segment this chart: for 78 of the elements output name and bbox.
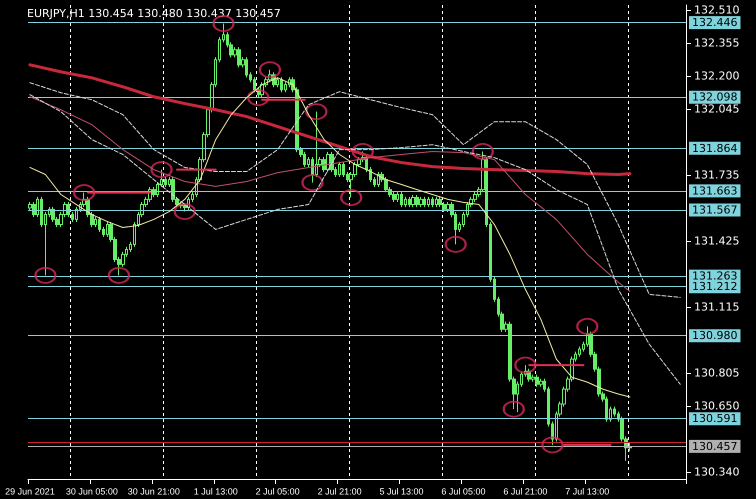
point bbox=[340, 189, 362, 206]
point bbox=[258, 61, 281, 78]
candlestick bbox=[253, 76, 256, 93]
candlestick bbox=[419, 196, 423, 208]
point bbox=[305, 103, 328, 120]
candlestick bbox=[613, 406, 616, 418]
y-tick-label: 130.340 bbox=[694, 465, 740, 478]
candlestick bbox=[442, 201, 446, 212]
point bbox=[108, 266, 130, 284]
x-tick-label: 2 Jul 05:00 bbox=[256, 486, 300, 496]
candlestick bbox=[435, 196, 438, 208]
point bbox=[472, 143, 494, 160]
point bbox=[502, 400, 525, 418]
line-series bbox=[28, 63, 632, 176]
ref-line-label: 131.864 bbox=[692, 142, 738, 155]
candlestick bbox=[75, 206, 78, 222]
candlestick bbox=[338, 161, 341, 178]
candlestick bbox=[303, 151, 306, 168]
y-tick-label: 132.355 bbox=[694, 36, 740, 50]
candlestick bbox=[400, 191, 403, 208]
candlestick bbox=[438, 196, 442, 208]
point bbox=[576, 318, 598, 335]
candlestick bbox=[408, 196, 411, 208]
ref-line-label: 131.567 bbox=[692, 204, 738, 217]
line-series bbox=[29, 96, 630, 292]
line-series bbox=[29, 82, 681, 298]
x-tick-label: 7 Jul 13:00 bbox=[565, 486, 610, 496]
ref-line-label: 132.446 bbox=[692, 16, 738, 30]
point bbox=[247, 89, 270, 106]
ref-line-label: 131.663 bbox=[692, 184, 738, 198]
x-tick-label: 6 Jul 05:00 bbox=[441, 486, 486, 496]
candlestick bbox=[427, 196, 430, 208]
x-tick-label: 6 Jul 21:00 bbox=[503, 486, 548, 496]
ref-line-label: 130.457 bbox=[692, 440, 738, 453]
ref-line-label: 130.591 bbox=[692, 412, 738, 426]
candlestick bbox=[342, 161, 345, 178]
x-tick-label: 1 Jul 13:00 bbox=[194, 486, 238, 496]
y-tick-label: 131.425 bbox=[694, 234, 740, 248]
candlestick bbox=[377, 171, 380, 188]
candlestick bbox=[237, 46, 241, 68]
line-series bbox=[29, 77, 630, 398]
x-tick-label: 30 Jun 05:00 bbox=[66, 486, 118, 496]
ref-line-label: 130.980 bbox=[692, 329, 738, 342]
x-tick-label: 30 Jun 21:00 bbox=[128, 486, 180, 496]
candlestick bbox=[431, 196, 434, 208]
candlestick bbox=[539, 378, 543, 388]
ref-line-label: 131.212 bbox=[692, 280, 738, 294]
candlestick bbox=[535, 374, 539, 388]
y-tick-label: 130.650 bbox=[694, 399, 740, 412]
ref-line-label: 132.098 bbox=[692, 90, 738, 104]
point bbox=[73, 184, 96, 202]
x-tick-label: 29 Jun 2021 bbox=[5, 486, 55, 496]
candlestick bbox=[94, 216, 97, 228]
y-tick-label: 131.115 bbox=[694, 300, 740, 314]
candlestick bbox=[392, 191, 396, 202]
y-tick-label: 132.200 bbox=[694, 69, 740, 82]
line-series bbox=[29, 94, 681, 385]
candlestick bbox=[415, 194, 419, 208]
point bbox=[34, 266, 56, 284]
point bbox=[514, 356, 536, 374]
point bbox=[444, 236, 467, 253]
candlestick bbox=[423, 196, 426, 208]
candlestick bbox=[280, 76, 283, 93]
point bbox=[150, 161, 173, 178]
y-tick-label: 132.045 bbox=[694, 102, 740, 116]
x-tick-label: 2 Jul 21:00 bbox=[318, 486, 362, 496]
point bbox=[174, 203, 196, 220]
point bbox=[541, 436, 564, 454]
x-tick-label: 5 Jul 13:00 bbox=[379, 486, 424, 496]
point bbox=[302, 174, 324, 192]
candlestick bbox=[411, 194, 415, 208]
ref-line-label: 131.263 bbox=[692, 270, 738, 283]
point bbox=[352, 143, 374, 160]
candlestick bbox=[404, 196, 407, 208]
y-tick-label: 130.805 bbox=[694, 366, 740, 380]
y-tick-label: 132.510 bbox=[694, 3, 740, 16]
chart-title: EURJPY,H1 130.454 130.480 130.437 130.457 bbox=[27, 7, 281, 20]
y-tick-label: 131.735 bbox=[694, 168, 740, 182]
